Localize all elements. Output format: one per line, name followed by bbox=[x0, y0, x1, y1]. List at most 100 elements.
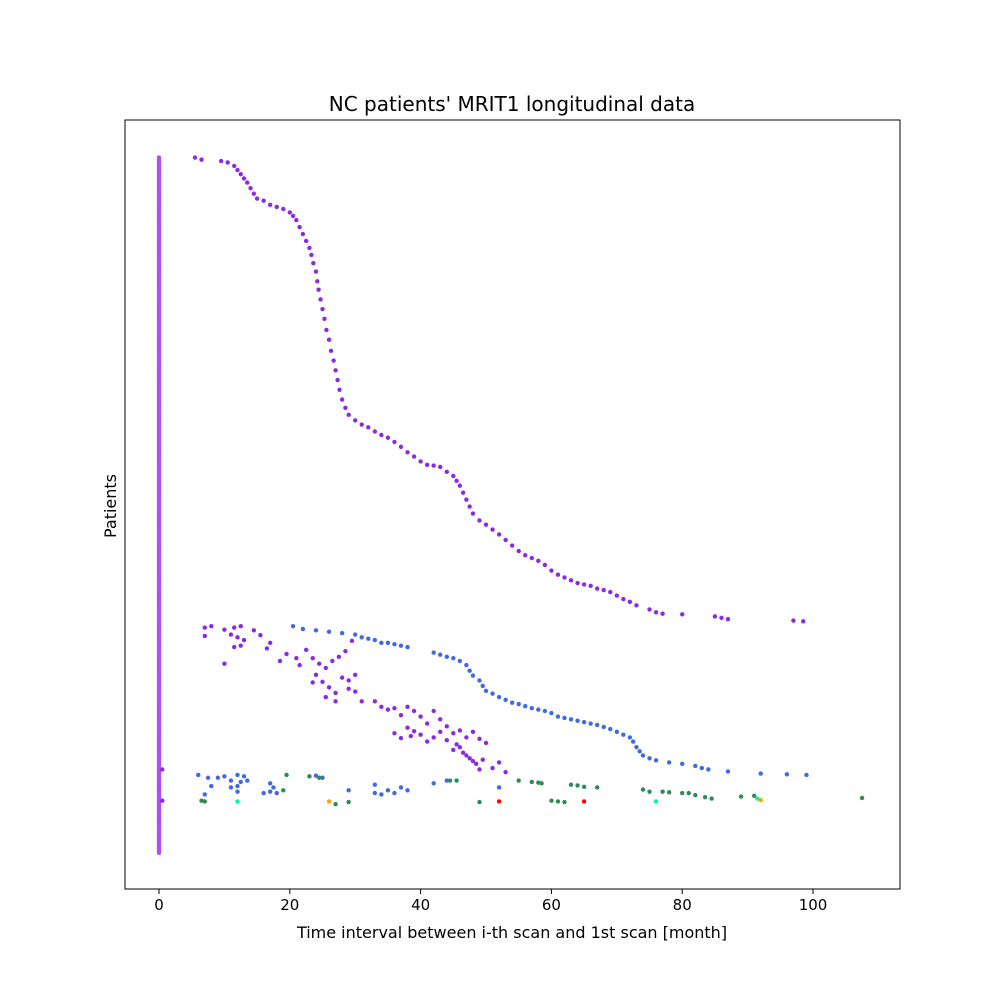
scan-point-scan2 bbox=[238, 172, 243, 177]
chart-title: NC patients' MRIT1 longitudinal data bbox=[329, 92, 695, 116]
scan-point-scan2 bbox=[303, 238, 309, 244]
scan-point-scan3 bbox=[258, 633, 263, 638]
scan-point-scan3 bbox=[343, 649, 348, 654]
scan-point-scan3 bbox=[464, 735, 469, 740]
scan-point-scan4 bbox=[290, 623, 296, 629]
scan-point-scan4 bbox=[457, 658, 463, 664]
scan-point-scan2 bbox=[235, 167, 240, 173]
scan-point-scan4 bbox=[693, 763, 698, 769]
scan-point-scan3 bbox=[444, 738, 449, 743]
scan-point-scan2 bbox=[536, 558, 541, 564]
scan-point-scan4 bbox=[300, 626, 306, 632]
scan-point-scan4 bbox=[320, 775, 325, 780]
scan-point-scan4 bbox=[205, 775, 211, 780]
scan-point-scan3 bbox=[496, 760, 502, 765]
scan-point-scan4 bbox=[758, 771, 763, 776]
scan-point-scan4 bbox=[372, 782, 378, 787]
scan-point-scan4 bbox=[680, 761, 685, 767]
scan-point-scan5 bbox=[562, 799, 567, 805]
scan-point-scan2 bbox=[467, 504, 472, 509]
scan-point-scan4 bbox=[542, 708, 548, 714]
scan-point-scan5 bbox=[529, 779, 534, 785]
scan-point-scan3 bbox=[483, 740, 489, 746]
scan-point-scan2 bbox=[353, 418, 358, 423]
scan-point-scan5 bbox=[539, 781, 544, 786]
scan-point-scan7 bbox=[581, 799, 587, 804]
scan-point-scan2 bbox=[634, 603, 639, 608]
scan-point-scan3 bbox=[323, 694, 328, 700]
scan-point-scan5 bbox=[702, 795, 708, 800]
scan-point-scan2 bbox=[281, 206, 286, 212]
scan-point-scan4 bbox=[438, 652, 443, 657]
scan-point-scan2 bbox=[549, 568, 554, 573]
scan-point-scan2 bbox=[411, 454, 417, 459]
scan-point-scan2 bbox=[627, 599, 633, 605]
scan-point-scan4 bbox=[647, 756, 652, 761]
scan-point-scan4 bbox=[627, 735, 633, 740]
scan-point-scan3 bbox=[202, 625, 207, 630]
scan-point-scan3 bbox=[326, 685, 332, 690]
scan-point-scan2 bbox=[294, 217, 299, 223]
scan-point-scan3 bbox=[454, 742, 459, 747]
scan-point-scan2 bbox=[555, 572, 561, 577]
scan-point-scan4 bbox=[209, 783, 214, 789]
scan-point-scan5 bbox=[751, 793, 757, 799]
scan-point-scan2 bbox=[160, 798, 165, 803]
scan-point-scan2 bbox=[311, 261, 316, 266]
scan-point-scan3 bbox=[474, 761, 479, 767]
scan-point-scan4 bbox=[235, 789, 240, 794]
scan-point-scan4 bbox=[372, 790, 378, 796]
scan-point-scan4 bbox=[444, 654, 449, 659]
scan-point-scan4 bbox=[245, 778, 250, 783]
scan-point-scan3 bbox=[294, 655, 299, 661]
scan-point-scan4 bbox=[588, 721, 593, 726]
x-tick-label: 40 bbox=[411, 896, 430, 914]
scan-point-scan4 bbox=[372, 637, 378, 643]
x-tick-label: 80 bbox=[673, 896, 692, 914]
scan-point-scan8 bbox=[326, 799, 332, 804]
scan-point-scan2 bbox=[460, 490, 466, 495]
scan-point-scan2 bbox=[241, 176, 247, 181]
scan-point-scan2 bbox=[307, 245, 312, 251]
scan-point-scan2 bbox=[385, 435, 391, 440]
x-tick-label: 100 bbox=[799, 896, 828, 914]
scan-point-scan2 bbox=[300, 231, 306, 237]
scan-point-scan3 bbox=[372, 699, 378, 704]
scan-point-scan2 bbox=[725, 617, 731, 622]
scan-point-scan5 bbox=[454, 778, 459, 783]
scan-point-scan3 bbox=[232, 644, 237, 650]
scan-point-scan2 bbox=[509, 543, 515, 548]
scan-point-scan3 bbox=[336, 654, 342, 659]
scan-point-scan2 bbox=[496, 532, 502, 537]
scan-point-scan2 bbox=[424, 462, 430, 468]
scan-point-scan5 bbox=[516, 778, 521, 783]
scan-point-scan7 bbox=[496, 799, 502, 804]
scan-point-scan4 bbox=[431, 650, 436, 655]
scan-point-scan2 bbox=[322, 316, 327, 322]
scan-point-scan2 bbox=[614, 593, 620, 598]
scan-point-scan4 bbox=[385, 640, 391, 646]
scan-point-scan3 bbox=[477, 736, 482, 742]
scan-point-scan5 bbox=[447, 778, 453, 783]
scan-point-scan5 bbox=[660, 789, 665, 794]
scan-point-scan3 bbox=[451, 747, 456, 753]
scan-point-scan4 bbox=[464, 662, 469, 668]
scan-point-scan2 bbox=[477, 518, 482, 523]
scan-point-scan4 bbox=[392, 642, 397, 647]
scan-point-scan4 bbox=[608, 726, 613, 732]
scan-point-scan4 bbox=[228, 785, 234, 790]
scan-point-scan2 bbox=[309, 252, 314, 258]
scan-point-scan4 bbox=[215, 775, 221, 780]
scan-point-scan2 bbox=[562, 575, 567, 580]
scan-point-scan3 bbox=[392, 706, 397, 711]
scan-point-scan2 bbox=[333, 368, 338, 373]
scan-point-scan3 bbox=[408, 733, 414, 739]
scan-point-scan2 bbox=[324, 327, 329, 333]
scan-point-scan4 bbox=[392, 790, 397, 796]
scan-point-scan4 bbox=[503, 697, 508, 703]
scan-point-scan2 bbox=[719, 615, 724, 621]
scan-point-scan4 bbox=[228, 778, 234, 783]
scan-point-scan3 bbox=[451, 731, 456, 736]
